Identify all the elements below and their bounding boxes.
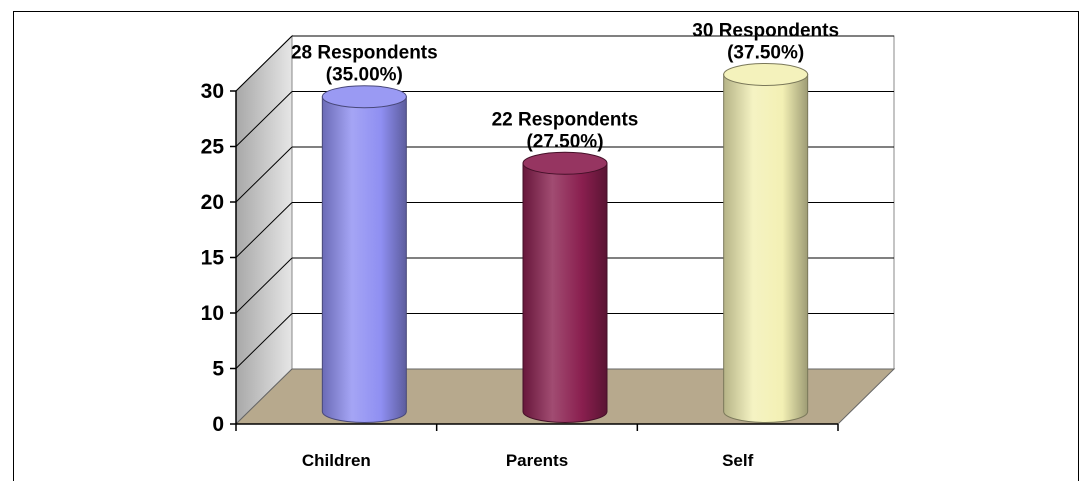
bar	[522, 162, 608, 423]
y-tick-label: 5	[212, 358, 224, 381]
y-tick-label: 30	[201, 80, 224, 103]
bar	[321, 96, 407, 423]
x-tick-label: Self	[722, 451, 754, 470]
x-tick-label: Parents	[506, 451, 568, 470]
y-tick-label: 15	[201, 247, 225, 270]
gridline-side	[235, 313, 293, 369]
gridline-side	[235, 146, 293, 203]
data-label: (27.50%)	[526, 131, 603, 152]
bar-top	[522, 151, 608, 175]
x-tick-label: Children	[302, 451, 371, 470]
bar-top	[321, 85, 407, 109]
data-label: (35.00%)	[326, 65, 403, 86]
chart-frame	[13, 11, 1079, 481]
y-tick-label: 0	[212, 413, 224, 436]
gridline-side	[235, 257, 293, 314]
y-tick-label: 10	[201, 302, 224, 325]
bar	[723, 74, 809, 423]
gridline-side	[235, 202, 293, 258]
data-label: 30 Respondents	[692, 21, 839, 42]
data-label: 22 Respondents	[492, 109, 639, 130]
y-tick-label: 25	[201, 136, 225, 159]
data-label: (37.50%)	[727, 43, 804, 64]
data-label: 28 Respondents	[291, 43, 438, 64]
y-tick-label: 20	[201, 191, 224, 214]
gridline-side	[235, 91, 293, 147]
gridline-side	[235, 35, 293, 92]
bar-top	[723, 63, 809, 86]
